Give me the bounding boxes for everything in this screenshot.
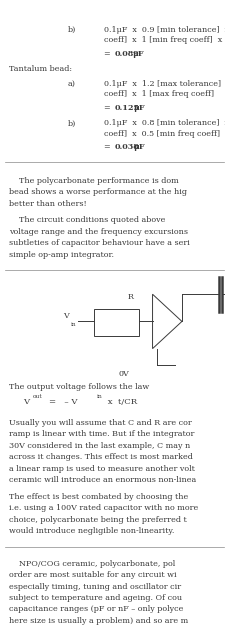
- Text: across it changes. This effect is most marked: across it changes. This effect is most m…: [9, 453, 192, 461]
- Text: subject to temperature and ageing. Of cou: subject to temperature and ageing. Of co…: [9, 594, 181, 602]
- Text: NPO/COG ceramic, polycarbonate, pol: NPO/COG ceramic, polycarbonate, pol: [9, 559, 175, 568]
- Text: coeff]  x  0.5 [min freq coeff]  x: coeff] x 0.5 [min freq coeff] x: [104, 130, 225, 138]
- Text: 0.038: 0.038: [114, 143, 138, 151]
- Text: b): b): [68, 119, 76, 127]
- Text: Usually you will assume that C and R are cor: Usually you will assume that C and R are…: [9, 419, 191, 427]
- Text: 30V considered in the last example, C may n: 30V considered in the last example, C ma…: [9, 442, 189, 450]
- Text: bead shows a worse performance at the hig: bead shows a worse performance at the hi…: [9, 188, 186, 196]
- Text: especially timing, tuning and oscillator cir: especially timing, tuning and oscillator…: [9, 582, 180, 591]
- Bar: [93, 308, 138, 335]
- Text: simple op-amp integrator.: simple op-amp integrator.: [9, 251, 114, 259]
- Text: 0V: 0V: [118, 370, 129, 378]
- Text: The output voltage follows the law: The output voltage follows the law: [9, 383, 149, 390]
- Text: would introduce negligible non-linearity.: would introduce negligible non-linearity…: [9, 527, 174, 535]
- Text: out: out: [33, 394, 42, 399]
- Text: order are most suitable for any circuit wi: order are most suitable for any circuit …: [9, 571, 176, 579]
- Text: 0.1μF  x  0.9 [min tolerance]  x: 0.1μF x 0.9 [min tolerance] x: [104, 26, 225, 33]
- Text: μF: μF: [133, 143, 144, 151]
- Text: V: V: [22, 398, 29, 406]
- Text: =: =: [104, 143, 113, 151]
- Text: ramp is linear with time. But if the integrator: ramp is linear with time. But if the int…: [9, 431, 194, 438]
- Text: here size is usually a problem) and so are m: here size is usually a problem) and so a…: [9, 617, 187, 625]
- Text: =: =: [104, 49, 113, 58]
- Text: 0.1μF  x  1.2 [max tolerance]  :: 0.1μF x 1.2 [max tolerance] :: [104, 80, 225, 88]
- Text: 0.125: 0.125: [114, 104, 139, 112]
- Text: in: in: [71, 322, 76, 327]
- Text: V: V: [63, 312, 69, 320]
- Text: Tantalum bead:: Tantalum bead:: [9, 65, 72, 73]
- Text: i.e. using a 100V rated capacitor with no more: i.e. using a 100V rated capacitor with n…: [9, 504, 197, 513]
- Text: The polycarbonate performance is dom: The polycarbonate performance is dom: [9, 177, 178, 184]
- Text: ceramic will introduce an enormous non-linea: ceramic will introduce an enormous non-l…: [9, 476, 196, 484]
- Text: =: =: [104, 104, 113, 112]
- Text: voltage range and the frequency excursions: voltage range and the frequency excursio…: [9, 228, 187, 236]
- Text: choice, polycarbonate being the preferred t: choice, polycarbonate being the preferre…: [9, 516, 186, 524]
- Text: coeff]  x  1 [max freq coeff]: coeff] x 1 [max freq coeff]: [104, 90, 213, 98]
- Text: in: in: [97, 394, 102, 399]
- Text: The effect is best combated by choosing the: The effect is best combated by choosing …: [9, 493, 187, 501]
- Text: better than others!: better than others!: [9, 200, 86, 207]
- Text: μF: μF: [133, 104, 144, 112]
- Text: x  t/CR: x t/CR: [105, 398, 137, 406]
- Text: R: R: [128, 292, 133, 301]
- Text: capacitance ranges (pF or nF – only polyce: capacitance ranges (pF or nF – only poly…: [9, 605, 183, 614]
- Text: subtleties of capacitor behaviour have a seri: subtleties of capacitor behaviour have a…: [9, 239, 189, 247]
- Text: 0.089: 0.089: [114, 49, 138, 58]
- Text: a linear ramp is used to measure another volt: a linear ramp is used to measure another…: [9, 465, 194, 473]
- Text: μF: μF: [132, 49, 144, 58]
- Text: b): b): [68, 26, 76, 33]
- Text: coeff]  x  1 [min freq coeff]  x  1: coeff] x 1 [min freq coeff] x 1: [104, 36, 225, 44]
- Text: 0.1μF  x  0.8 [min tolerance]  x: 0.1μF x 0.8 [min tolerance] x: [104, 119, 225, 127]
- Text: a): a): [68, 80, 75, 88]
- Text: =   – V: = – V: [48, 398, 77, 406]
- Text: The circuit conditions quoted above: The circuit conditions quoted above: [9, 216, 165, 224]
